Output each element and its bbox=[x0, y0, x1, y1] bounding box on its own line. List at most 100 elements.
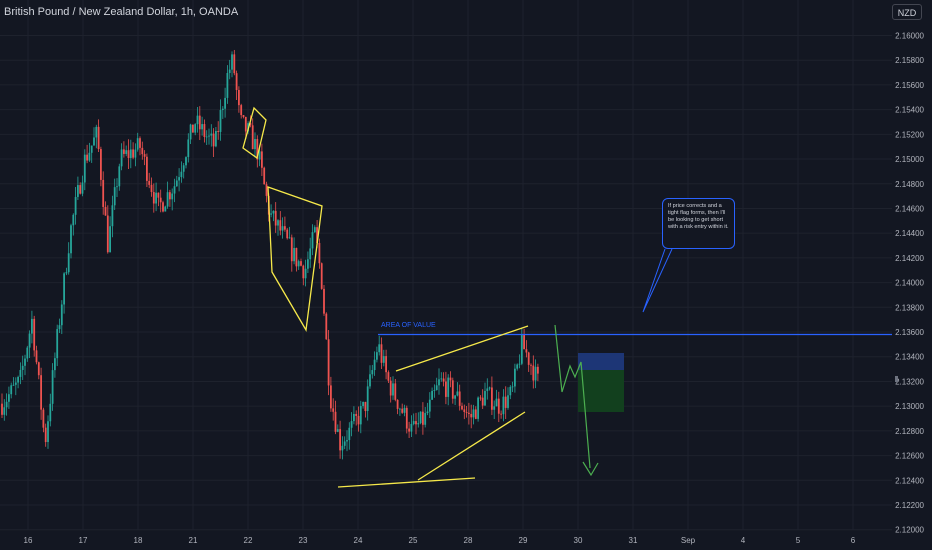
currency-badge[interactable]: NZD bbox=[892, 4, 922, 20]
trendline-drawing[interactable] bbox=[242, 106, 267, 160]
candle-body bbox=[500, 413, 502, 415]
price-tick-label: 2.14200 bbox=[895, 254, 924, 263]
candle-body bbox=[233, 54, 236, 74]
price-tick-label: 2.14800 bbox=[895, 180, 924, 189]
candle-body bbox=[258, 151, 261, 160]
candle-body bbox=[56, 329, 59, 359]
candle-body bbox=[348, 427, 351, 441]
candle-body bbox=[31, 318, 33, 334]
candle-body bbox=[426, 411, 429, 414]
candle-body bbox=[456, 391, 459, 396]
trendline-drawing[interactable] bbox=[417, 411, 526, 481]
candle-body bbox=[481, 397, 484, 406]
candle-body bbox=[477, 397, 479, 419]
candle-body bbox=[8, 394, 10, 402]
candle-body bbox=[270, 213, 272, 215]
candle-body bbox=[318, 242, 321, 264]
candle-body bbox=[93, 137, 95, 146]
candle-body bbox=[419, 411, 422, 424]
candle-body bbox=[185, 157, 187, 166]
date-tick-label: 29 bbox=[519, 536, 528, 545]
candle-body bbox=[288, 237, 291, 239]
candle-body bbox=[95, 126, 98, 138]
candle-body bbox=[5, 401, 8, 408]
trendline-drawing[interactable] bbox=[337, 477, 476, 488]
candle-body bbox=[307, 259, 309, 269]
candle-body bbox=[343, 441, 346, 446]
candle-body bbox=[323, 288, 325, 314]
candle-body bbox=[297, 261, 300, 267]
candle-body bbox=[502, 396, 505, 415]
candle-body bbox=[254, 138, 256, 150]
candle-body bbox=[295, 247, 298, 267]
candle-body bbox=[240, 105, 243, 116]
take-profit-zone[interactable] bbox=[578, 370, 624, 412]
candle-body bbox=[325, 313, 328, 340]
chart-grid bbox=[0, 0, 892, 531]
chart-title: British Pound / New Zealand Dollar, 1h, … bbox=[4, 6, 239, 18]
price-tick-label: 2.12600 bbox=[895, 452, 924, 461]
candle-body bbox=[405, 407, 408, 429]
candle-body bbox=[465, 412, 468, 413]
candle-body bbox=[134, 149, 137, 158]
candle-body bbox=[28, 333, 31, 348]
candle-body bbox=[336, 429, 339, 432]
stop-loss-zone[interactable] bbox=[578, 353, 624, 370]
candle-body bbox=[175, 180, 178, 187]
candle-body bbox=[19, 369, 22, 377]
date-tick-label: 16 bbox=[24, 536, 33, 545]
projection-path[interactable] bbox=[554, 324, 591, 469]
candle-body bbox=[192, 124, 194, 133]
trendline-drawing[interactable] bbox=[267, 186, 323, 332]
candle-body bbox=[442, 378, 445, 382]
date-tick-label: 30 bbox=[574, 536, 583, 545]
candle-body bbox=[277, 220, 279, 226]
candle-body bbox=[221, 108, 224, 111]
candle-body bbox=[157, 192, 160, 198]
candle-body bbox=[311, 232, 314, 249]
candle-body bbox=[171, 193, 174, 200]
candle-body bbox=[445, 381, 447, 397]
area-of-value-label: AREA OF VALUE bbox=[381, 322, 436, 329]
candle-body bbox=[148, 180, 151, 185]
price-tick-label: 2.13200 bbox=[895, 377, 924, 386]
candle-body bbox=[417, 423, 420, 425]
candle-body bbox=[359, 406, 362, 425]
candle-body bbox=[376, 352, 378, 360]
date-tick-label: 23 bbox=[299, 536, 308, 545]
date-tick-label: 28 bbox=[464, 536, 473, 545]
candle-body bbox=[164, 206, 167, 212]
candle-body bbox=[293, 247, 295, 262]
candle-body bbox=[313, 227, 316, 233]
candle-body bbox=[491, 387, 493, 410]
candle-body bbox=[256, 138, 259, 160]
candle-body bbox=[520, 334, 523, 364]
candle-body bbox=[389, 380, 392, 396]
candle-body bbox=[83, 154, 86, 183]
candle-body bbox=[35, 350, 38, 363]
date-tick-label: 6 bbox=[851, 536, 856, 545]
price-tick-label: 2.15200 bbox=[895, 130, 924, 139]
candle-body bbox=[196, 115, 199, 125]
candle-body bbox=[72, 214, 75, 226]
candle-body bbox=[511, 386, 514, 388]
price-tick-label: 2.13800 bbox=[895, 303, 924, 312]
candle-body bbox=[17, 376, 19, 383]
price-axis[interactable]: 2.16000 2.15800 2.15600 2.15400 2.15200 2.150… bbox=[895, 32, 925, 535]
time-axis[interactable]: 16 17 18 21 22 23 24 25 28 29 30 31 Sep 4 5 6 bbox=[24, 536, 856, 545]
candle-body bbox=[332, 408, 335, 412]
candle-body bbox=[433, 390, 436, 391]
candle-body bbox=[44, 427, 47, 443]
price-tick-label: 2.13000 bbox=[895, 402, 924, 411]
candle-body bbox=[495, 398, 498, 407]
annotation-callout[interactable]: If price corrects and a tight flag forms… bbox=[662, 198, 735, 249]
candle-body bbox=[159, 197, 162, 203]
candle-body bbox=[3, 407, 6, 415]
candle-body bbox=[346, 440, 348, 442]
price-tick-label: 2.15800 bbox=[895, 56, 924, 65]
candle-body bbox=[527, 352, 530, 365]
trendline-drawing[interactable] bbox=[395, 325, 529, 372]
candle-body bbox=[79, 185, 82, 194]
candle-body bbox=[509, 386, 512, 396]
